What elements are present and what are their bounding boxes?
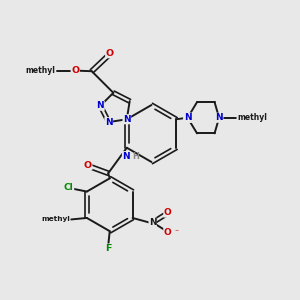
Text: N: N <box>184 113 191 122</box>
Text: H: H <box>132 152 139 161</box>
Text: F: F <box>105 244 112 253</box>
Text: O: O <box>164 208 172 217</box>
Text: N: N <box>123 115 130 124</box>
Text: N: N <box>105 118 112 127</box>
Text: ⁻: ⁻ <box>175 227 178 236</box>
Text: methyl: methyl <box>237 113 267 122</box>
Text: O: O <box>71 66 79 75</box>
Text: Cl: Cl <box>64 182 74 191</box>
Text: O: O <box>84 161 92 170</box>
Text: N: N <box>149 218 157 227</box>
Text: methyl: methyl <box>25 66 55 75</box>
Text: O: O <box>164 228 172 237</box>
Text: N: N <box>215 113 223 122</box>
Text: O: O <box>106 49 114 58</box>
Text: N: N <box>122 152 130 161</box>
Text: N: N <box>97 101 104 110</box>
Text: methyl: methyl <box>41 216 70 222</box>
Text: N: N <box>184 113 191 122</box>
